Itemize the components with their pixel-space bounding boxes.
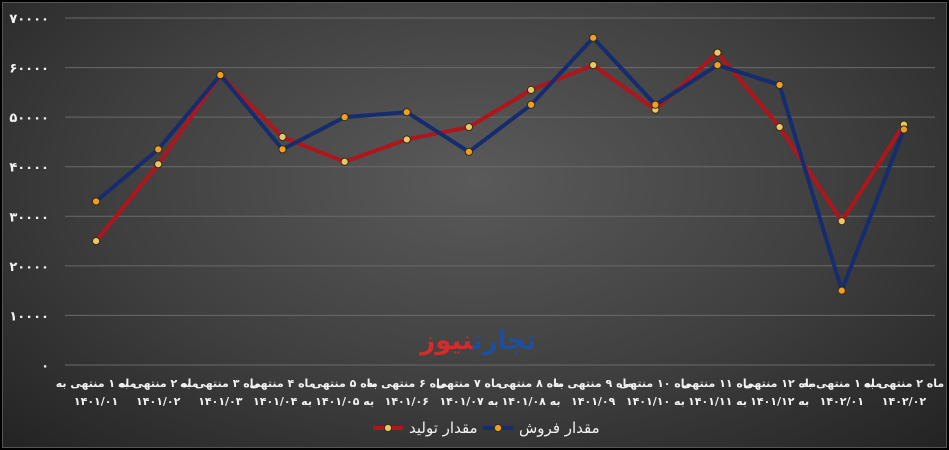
x-tick-label: ماه ۳ منتهی به ۱۴۰۱/۰۳ [180,377,261,408]
data-point [91,197,101,206]
legend-label: مقدار تولید [409,419,478,437]
x-tick-label: ماه ۱ منتهی به ۱۴۰۱/۰۱ [56,377,137,408]
x-tick-label: ماه ۱۰ منتهی به ۱۴۰۱/۱۰ [619,377,692,408]
series-markers [91,33,909,295]
data-point [589,60,598,70]
legend-marker [493,423,503,433]
data-point [775,80,784,90]
data-point [651,100,660,109]
y-tick-label: ۰ [41,359,49,374]
x-tick-label: ماه ۵ منتهی به ۱۴۰۱/۰۵ [312,377,378,408]
x-tick-label: ماه ۱ منتهی به ۱۴۰۲/۰۱ [801,377,882,408]
line-chart: ۰ ۱۰۰۰۰ ۲۰۰۰۰ ۳۰۰۰۰ ۴۰۰۰۰ ۵۰۰۰۰ ۶۰۰۰۰ ۷۰۰۰۰ ماه… [9,12,944,437]
watermark-logo: تجارتنیوز [418,326,536,356]
data-point [713,48,722,57]
data-point [464,147,474,156]
y-axis-labels: ۰ ۱۰۰۰۰ ۲۰۰۰۰ ۳۰۰۰۰ ۴۰۰۰۰ ۵۰۰۰۰ ۶۰۰۰۰ ۷۰۰۰۰ [9,12,49,374]
y-tick-label: ۶۰۰۰۰ [9,62,49,77]
x-tick-label: ماه ۶ منتهی به ۱۴۰۱/۰۶ [366,377,447,408]
x-tick-label: ماه ۷ منتهی به ۱۴۰۱/۰۷ [436,377,502,408]
data-point [837,286,846,295]
data-point [91,236,101,246]
data-point [402,108,411,117]
y-tick-label: ۴۰۰۰۰ [9,161,49,176]
data-point [775,122,784,132]
series-line-1 [94,35,906,293]
y-tick-label: ۷۰۰۰۰ [9,12,49,27]
x-tick-label: ماه ۸ منتهی به ۱۴۰۱/۰۸ [498,377,564,408]
series-lines [94,35,906,293]
legend-label: مقدار فروش [519,419,600,437]
data-point [464,122,474,132]
x-tick-label: ماه ۴ منتهی به ۱۴۰۱/۰۴ [250,377,316,408]
legend-marker [383,423,393,433]
legend: مقدار فروش مقدار تولید [373,419,600,437]
data-point [340,157,349,166]
gridlines [65,17,935,366]
watermark-text: تجارتنیوز [418,326,536,356]
data-point [589,33,598,42]
x-tick-label: ماه ۱۱ منتهی به ۱۴۰۱/۱۱ [681,377,754,408]
x-tick-label: ماه ۹ منتهی به ۱۴۰۱/۰۹ [553,377,634,408]
x-tick-label: ماه ۲ منتهی به ۱۴۰۲/۰۲ [864,377,945,408]
y-tick-label: ۳۰۰۰۰ [9,210,49,225]
x-tick-label: ماه ۱۲ منتهی به ۱۴۰۱/۱۲ [743,377,816,408]
data-point [340,113,349,122]
y-tick-label: ۱۰۰۰۰ [9,309,49,324]
data-point [278,145,287,154]
data-point [837,217,846,226]
data-point [526,85,536,94]
y-tick-label: ۲۰۰۰۰ [9,260,49,275]
data-point [402,135,411,144]
data-point [154,145,163,154]
y-tick-label: ۵۰۰۰۰ [9,111,49,126]
data-point [216,70,225,80]
data-point [526,100,536,109]
data-point [899,125,909,134]
data-point [713,60,722,70]
data-point [154,160,163,169]
x-tick-label: ماه ۲ منتهی به ۱۴۰۱/۰۲ [118,377,199,408]
data-point [278,132,287,142]
